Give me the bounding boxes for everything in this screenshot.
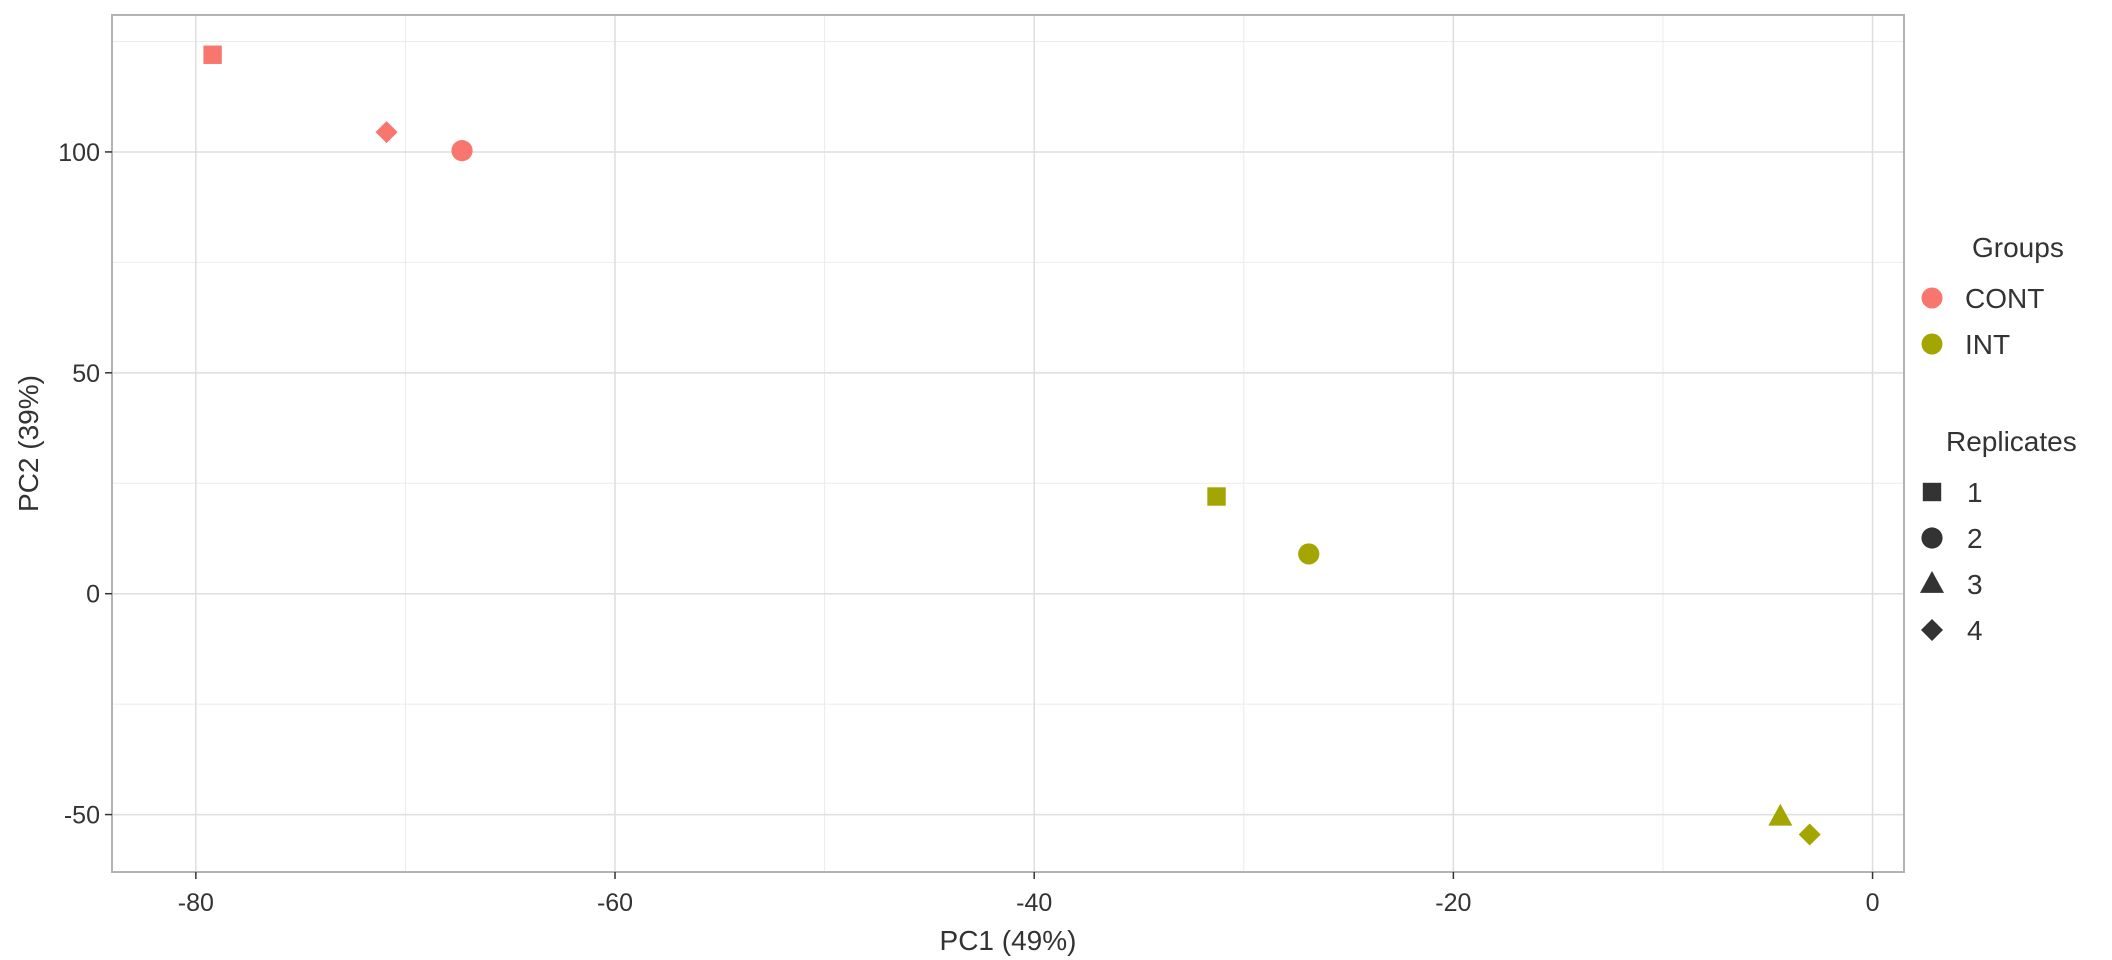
data-point-int-rep4 (1798, 823, 1821, 846)
y-axis-title: PC2 (39%) (13, 375, 44, 512)
plot-panel-border (111, 14, 1905, 873)
x-axis: -80 -60 -40 -20 0 (178, 872, 1880, 917)
y-axis: -50 0 50 100 (58, 139, 112, 830)
legend-key-int (1921, 333, 1943, 355)
legend-replicates-entries: 1 2 3 4 (1920, 477, 1983, 646)
x-tick-label: -60 (597, 889, 633, 917)
data-point-int-rep1 (1207, 487, 1226, 506)
y-tick-label: -50 (64, 802, 100, 830)
data-points (203, 45, 1821, 846)
legend-groups-title: Groups (1972, 232, 2064, 263)
x-tick-label: -20 (1435, 889, 1471, 917)
legend-key-replicate-2 (1921, 527, 1943, 549)
data-point-cont-rep2 (451, 140, 473, 162)
legend-label-int: INT (1965, 329, 2010, 360)
data-point-int-rep2 (1298, 543, 1320, 565)
minor-gridlines (112, 15, 1904, 872)
legend-groups-entries: CONT INT (1921, 283, 2044, 360)
legend-label-replicate-2: 2 (1967, 523, 1983, 554)
y-tick-label: 0 (86, 581, 100, 609)
y-tick-label: 50 (72, 360, 100, 388)
x-axis-title: PC1 (49%) (940, 925, 1077, 956)
legend-key-replicate-1 (1922, 482, 1942, 502)
data-point-cont-rep1 (203, 45, 222, 64)
legend-replicates-title: Replicates (1946, 426, 2077, 457)
legend: Groups CONT INT Replicates 1 2 3 4 (1920, 232, 2077, 646)
x-tick-label: 0 (1866, 889, 1880, 917)
legend-key-replicate-4 (1921, 619, 1943, 641)
legend-label-replicate-3: 3 (1967, 569, 1983, 600)
x-tick-label: -80 (178, 889, 214, 917)
x-tick-label: -40 (1016, 889, 1052, 917)
legend-label-replicate-1: 1 (1967, 477, 1983, 508)
data-point-cont-rep4 (375, 121, 398, 144)
legend-key-cont (1921, 287, 1943, 309)
legend-key-replicate-3 (1920, 570, 1944, 593)
y-tick-label: 100 (58, 139, 100, 167)
legend-label-cont: CONT (1965, 283, 2044, 314)
legend-label-replicate-4: 4 (1967, 615, 1983, 646)
major-gridlines (112, 15, 1904, 872)
data-point-int-rep3 (1768, 803, 1793, 826)
